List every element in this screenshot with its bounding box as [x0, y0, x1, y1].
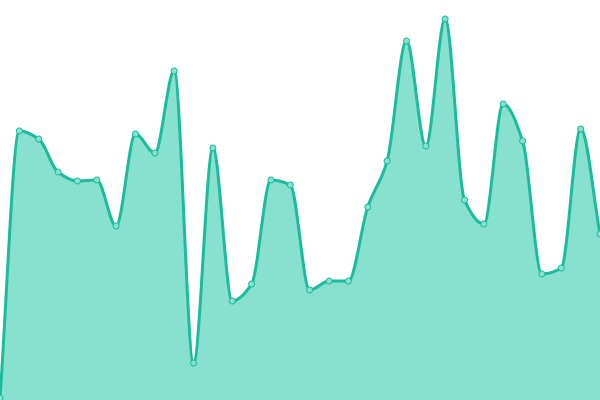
data-points — [0, 15, 600, 400]
data-point — [344, 277, 352, 285]
data-point — [73, 177, 81, 185]
data-point — [422, 142, 430, 150]
data-point — [228, 297, 236, 305]
data-point — [93, 176, 101, 184]
data-point — [402, 37, 410, 45]
data-point — [0, 394, 4, 400]
data-point — [54, 168, 62, 176]
data-point — [383, 157, 391, 165]
data-point — [499, 100, 507, 108]
data-point — [15, 127, 23, 135]
data-point — [461, 196, 469, 204]
data-point — [35, 135, 43, 143]
data-point — [519, 137, 527, 145]
data-point — [286, 181, 294, 189]
data-point — [170, 67, 178, 75]
data-point — [190, 359, 198, 367]
area-fill — [0, 19, 600, 400]
data-point — [480, 220, 488, 228]
data-point — [209, 144, 217, 152]
data-point — [596, 230, 600, 238]
data-point — [325, 277, 333, 285]
series-line — [0, 17, 600, 399]
data-point — [577, 125, 585, 133]
data-point — [112, 222, 120, 230]
data-point — [306, 286, 314, 294]
data-point — [557, 264, 565, 272]
data-point — [441, 15, 449, 23]
data-point — [267, 176, 275, 184]
data-point — [538, 270, 546, 278]
data-point — [364, 203, 372, 211]
data-point — [131, 130, 139, 138]
data-point — [151, 149, 159, 157]
data-point — [248, 280, 256, 288]
